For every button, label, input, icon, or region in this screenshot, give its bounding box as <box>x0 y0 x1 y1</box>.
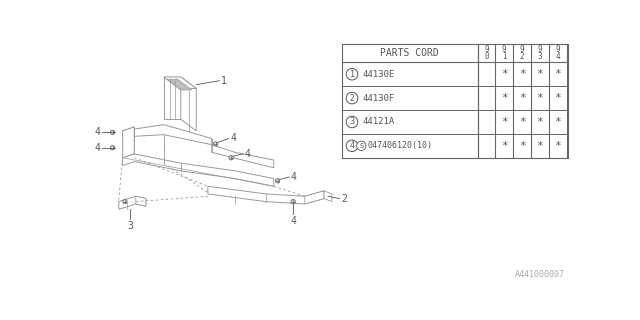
Circle shape <box>123 199 127 204</box>
Polygon shape <box>164 77 180 119</box>
Text: 44121A: 44121A <box>362 117 394 126</box>
Text: 3: 3 <box>127 221 133 231</box>
Text: *: * <box>501 141 508 151</box>
Text: 4: 4 <box>290 215 296 226</box>
Polygon shape <box>123 127 134 137</box>
Polygon shape <box>136 196 146 206</box>
Text: 047406120(10): 047406120(10) <box>367 141 433 150</box>
Circle shape <box>110 130 115 134</box>
Text: 1: 1 <box>221 76 227 86</box>
Text: 4: 4 <box>349 141 355 150</box>
Text: *: * <box>554 69 561 79</box>
Text: 44130F: 44130F <box>362 93 394 103</box>
Text: *: * <box>554 93 561 103</box>
Circle shape <box>346 116 358 128</box>
Text: 9: 9 <box>502 45 507 54</box>
Text: 9: 9 <box>538 45 542 54</box>
Text: PARTS CORD: PARTS CORD <box>380 48 439 58</box>
Text: 44130E: 44130E <box>362 70 394 79</box>
Text: *: * <box>501 93 508 103</box>
Text: 1: 1 <box>502 52 507 60</box>
Text: 2: 2 <box>341 194 347 204</box>
Text: 1: 1 <box>349 70 355 79</box>
Text: *: * <box>554 117 561 127</box>
Text: 4: 4 <box>94 143 100 153</box>
Text: 3: 3 <box>349 117 355 126</box>
Polygon shape <box>305 191 324 204</box>
Text: 0: 0 <box>484 52 489 60</box>
Polygon shape <box>164 77 196 88</box>
Text: 4: 4 <box>230 133 236 143</box>
Text: 2: 2 <box>349 93 355 103</box>
Text: *: * <box>519 93 525 103</box>
Text: 4: 4 <box>244 149 250 159</box>
Polygon shape <box>119 196 146 209</box>
Polygon shape <box>167 79 191 90</box>
Text: *: * <box>536 141 543 151</box>
Text: *: * <box>501 69 508 79</box>
Text: *: * <box>554 141 561 151</box>
Text: *: * <box>519 141 525 151</box>
Circle shape <box>229 156 234 160</box>
Text: A441000007: A441000007 <box>515 270 564 279</box>
Text: 2: 2 <box>520 52 524 60</box>
Polygon shape <box>180 77 196 131</box>
Text: *: * <box>519 117 525 127</box>
Polygon shape <box>208 186 324 204</box>
Text: 9: 9 <box>556 45 560 54</box>
Text: *: * <box>536 93 543 103</box>
Text: 4: 4 <box>556 52 560 60</box>
Polygon shape <box>123 127 134 158</box>
Circle shape <box>275 179 280 183</box>
Circle shape <box>346 140 358 152</box>
Polygon shape <box>212 145 274 168</box>
Circle shape <box>346 68 358 80</box>
Text: *: * <box>501 117 508 127</box>
Polygon shape <box>123 124 212 145</box>
Bar <box>342 44 568 158</box>
Text: 9: 9 <box>520 45 524 54</box>
Text: *: * <box>519 69 525 79</box>
Text: 9: 9 <box>484 45 489 54</box>
Polygon shape <box>324 191 332 202</box>
Polygon shape <box>123 154 274 186</box>
Text: *: * <box>536 117 543 127</box>
Circle shape <box>214 142 218 146</box>
Circle shape <box>346 92 358 104</box>
Text: 3: 3 <box>538 52 542 60</box>
Text: *: * <box>536 69 543 79</box>
Text: S: S <box>359 143 364 149</box>
Circle shape <box>110 146 115 150</box>
Circle shape <box>356 141 366 150</box>
Circle shape <box>291 199 295 204</box>
Text: 4: 4 <box>94 127 100 137</box>
Text: 4: 4 <box>291 172 297 182</box>
